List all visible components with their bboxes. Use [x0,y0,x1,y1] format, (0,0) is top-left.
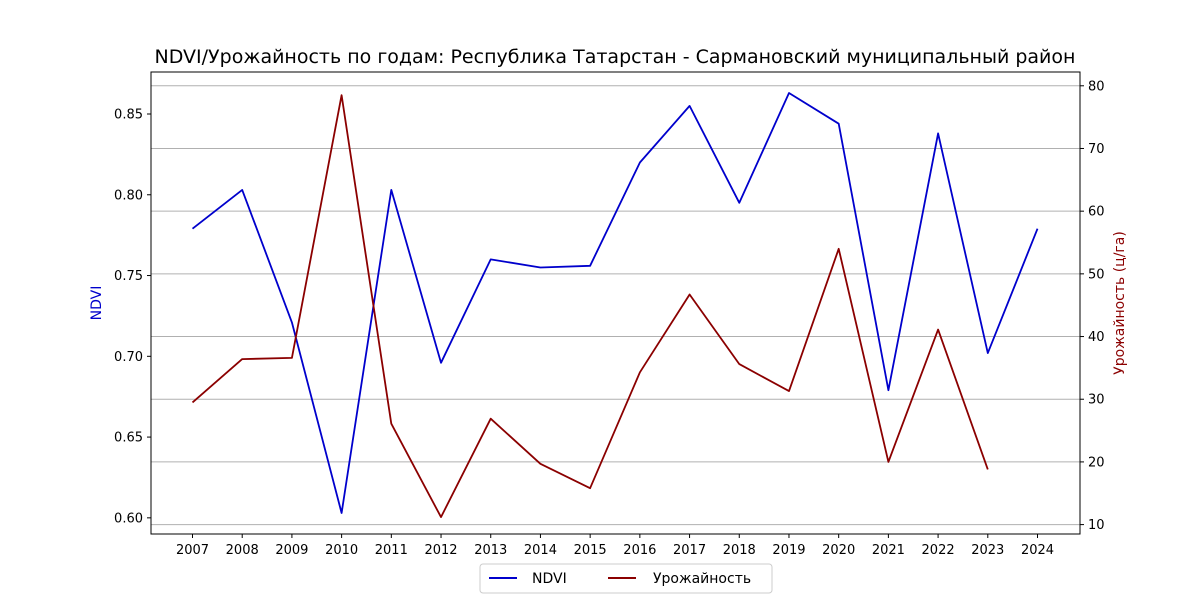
yield-line [191,94,989,518]
x-tick-label: 2015 [574,543,607,558]
left-axis-title: NDVI [89,286,105,321]
left-tick-label: 0.75 [114,269,143,284]
x-tick-label: 2016 [623,543,656,558]
legend-label-yield: Урожайность [653,571,751,587]
grid [151,85,1080,526]
x-tick-label: 2013 [474,543,507,558]
left-tick-label: 0.80 [114,188,143,203]
right-tick-label: 70 [1088,142,1105,157]
right-tick-label: 60 [1088,205,1105,220]
legend-label-ndvi: NDVI [532,571,567,587]
chart-title: NDVI/Урожайность по годам: Республика Та… [155,46,1076,68]
right-tick-label: 50 [1088,267,1105,282]
x-tick-label: 2008 [226,543,259,558]
plot-frame [150,71,1081,535]
left-tick-label: 0.65 [114,431,143,446]
x-tick-label: 2012 [424,543,457,558]
right-tick-label: 80 [1088,79,1105,94]
x-axis: 2007 2008 2009 2010 2011 2012 2013 2014 2015 2016… [176,534,1054,558]
x-tick-label: 2010 [325,543,358,558]
left-tick-label: 0.85 [114,108,143,123]
series-layer [191,92,1039,518]
left-axis: 0.60 0.65 0.70 0.75 0.80 0.85 [114,108,151,526]
x-tick-label: 2023 [971,543,1004,558]
right-tick-label: 10 [1088,518,1105,533]
left-tick-label: 0.70 [114,350,143,365]
x-tick-label: 2017 [673,543,706,558]
legend: NDVI Урожайность [479,563,773,594]
right-tick-label: 20 [1088,455,1105,470]
x-tick-label: 2018 [723,543,756,558]
x-tick-label: 2007 [176,543,209,558]
right-tick-label: 40 [1088,330,1105,345]
x-tick-label: 2019 [772,543,805,558]
right-axis-title: Урожайность (ц/га) [1112,231,1128,375]
x-tick-label: 2024 [1021,543,1054,558]
x-tick-label: 2021 [872,543,905,558]
left-tick-label: 0.60 [114,511,143,526]
x-tick-label: 2011 [375,543,408,558]
right-tick-label: 30 [1088,393,1105,408]
x-tick-label: 2022 [922,543,955,558]
x-tick-label: 2014 [524,543,557,558]
ndvi-line [191,92,1039,514]
x-tick-label: 2009 [275,543,308,558]
right-axis: 10 20 30 40 50 60 70 80 [1080,79,1105,533]
x-tick-label: 2020 [822,543,855,558]
